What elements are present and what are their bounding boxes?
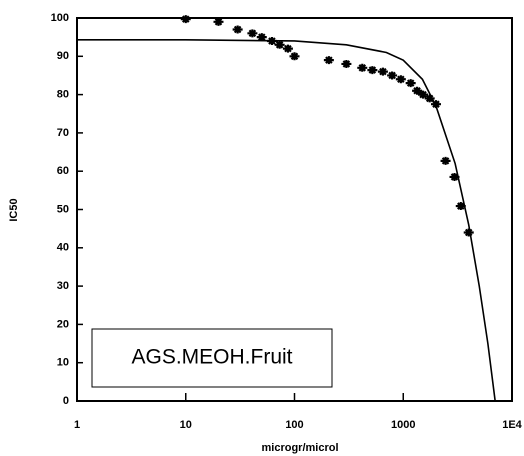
data-point (387, 71, 398, 80)
y-tick-label: 50 (57, 203, 69, 215)
y-tick-label: 40 (57, 242, 69, 254)
y-tick-label: 30 (57, 280, 69, 292)
y-tick-label: 100 (51, 12, 69, 24)
data-point (424, 94, 435, 103)
y-tick-label: 80 (57, 89, 69, 101)
annotation-box (91, 328, 333, 388)
y-tick-label: 0 (63, 395, 69, 407)
data-point (395, 75, 406, 84)
data-point (367, 66, 378, 75)
y-tick-label: 70 (57, 127, 69, 139)
x-tick-label: 1000 (391, 419, 415, 431)
data-point (247, 29, 258, 38)
data-point (405, 79, 416, 88)
data-point (289, 52, 300, 61)
data-point (449, 172, 460, 181)
y-tick-label: 90 (57, 50, 69, 62)
data-point (430, 100, 441, 109)
data-point (323, 56, 334, 65)
data-point (274, 40, 285, 49)
y-tick-label: 20 (57, 318, 69, 330)
y-tick-label: 10 (57, 357, 69, 369)
data-point (418, 90, 429, 99)
data-point (463, 228, 474, 237)
annotation: AGS.MEOH.Fruit (131, 346, 292, 369)
fit-curve (77, 39, 496, 402)
x-tick-label: 100 (285, 419, 303, 431)
data-point (341, 59, 352, 68)
x-axis-label: microgr/microl (261, 442, 338, 454)
data-point (412, 86, 423, 95)
data-point (282, 44, 293, 53)
data-point (357, 63, 368, 72)
x-tick-label: 1E4 (502, 419, 522, 431)
data-point (455, 202, 466, 211)
y-axis-label: IC50 (8, 198, 20, 221)
data-point (213, 17, 224, 26)
data-point (256, 33, 267, 42)
data-point (180, 15, 191, 24)
y-tick-label: 60 (57, 165, 69, 177)
data-point (377, 67, 388, 76)
data-point (232, 25, 243, 34)
data-point (440, 156, 451, 165)
x-tick-label: 1 (74, 419, 80, 431)
x-tick-label: 10 (180, 419, 192, 431)
